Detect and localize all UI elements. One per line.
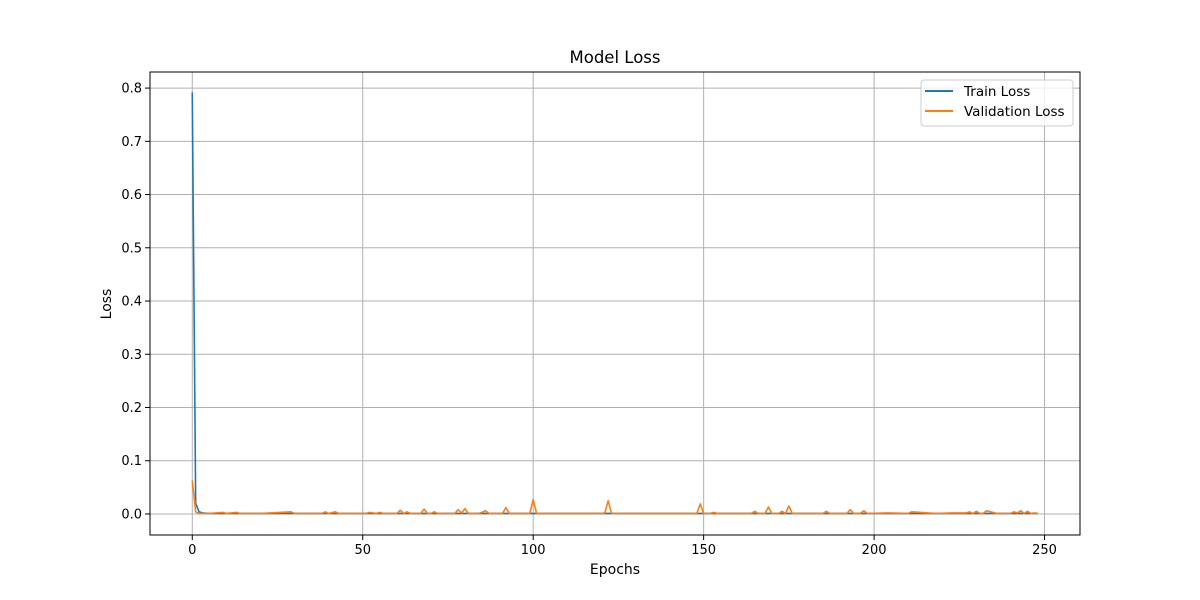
y-tick-label: 0.2 — [121, 401, 142, 416]
y-axis: 0.0 0.1 0.2 0.3 0.4 0.5 0.6 0.7 0.8 — [121, 82, 150, 522]
y-tick-label: 0.3 — [121, 348, 142, 363]
x-tick-label: 50 — [354, 543, 371, 558]
x-tick-label: 150 — [691, 543, 716, 558]
x-tick-label: 0 — [188, 543, 196, 558]
x-tick-label: 100 — [521, 543, 546, 558]
y-tick-label: 0.5 — [121, 241, 142, 256]
legend: Train Loss Validation Loss — [920, 79, 1074, 127]
x-axis-label: Epochs — [590, 562, 640, 578]
y-tick-label: 0.6 — [121, 188, 142, 203]
series-line-1 — [191, 480, 1038, 515]
legend-box — [920, 79, 1074, 127]
plot-frame — [149, 71, 1081, 536]
y-tick-label: 0.4 — [121, 295, 142, 310]
x-tick-label: 200 — [862, 543, 887, 558]
x-tick-label: 250 — [1032, 543, 1057, 558]
y-tick-label: 0.7 — [121, 135, 142, 150]
chart-title: Model Loss — [570, 48, 661, 67]
series-line-0 — [191, 92, 1038, 515]
y-tick-label: 0.0 — [121, 507, 142, 522]
legend-label-0: Train Loss — [963, 84, 1030, 100]
y-tick-label: 0.1 — [121, 454, 142, 469]
x-axis: 0 50 100 150 200 250 — [188, 535, 1057, 558]
y-axis-label: Loss — [99, 289, 115, 320]
plot-lines — [191, 92, 1038, 515]
legend-label-1: Validation Loss — [964, 104, 1065, 120]
grid-lines — [150, 72, 1080, 535]
y-tick-label: 0.8 — [121, 82, 142, 97]
